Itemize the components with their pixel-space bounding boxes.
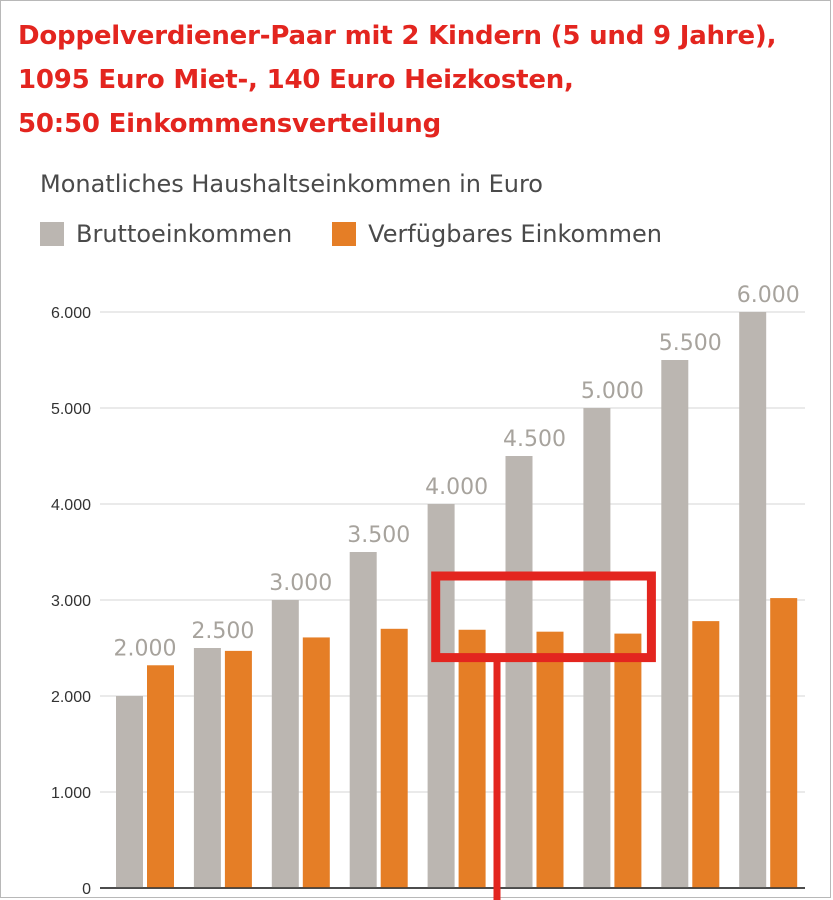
chart-title: Monatliches Haushaltseinkommen in Euro [40,170,543,198]
bar-brutto [349,552,377,888]
chart-legend: Bruttoeinkommen Verfügbares Einkommen [40,220,702,248]
bar-verfuegbar [536,631,564,888]
y-tick-label: 1.000 [51,785,91,802]
headline-line-3: 50:50 Einkommensverteilung [18,109,441,139]
y-tick-label: 5.000 [51,401,91,418]
data-label: 6.000 [737,283,800,308]
data-label: 2.500 [191,619,254,644]
y-tick-label: 2.000 [51,689,91,706]
bar-verfuegbar [224,650,252,888]
bar-brutto [505,456,533,888]
bar-brutto [193,648,221,888]
headline-line-2: 1095 Euro Miet-, 140 Euro Heizkosten, [18,65,574,95]
legend-label-brutto: Bruttoeinkommen [76,220,293,248]
bar-brutto [661,360,689,888]
bar-brutto [116,696,143,888]
bar-verfuegbar [692,621,720,888]
data-label: 3.500 [347,523,410,548]
highlight-box [431,571,656,663]
bar-verfuegbar [458,629,486,888]
bar-brutto [271,600,299,888]
legend-swatch-brutto [40,222,64,246]
bar-verfuegbar [302,637,330,888]
y-tick-label: 0 [82,881,91,898]
headline: Doppelverdiener-Paar mit 2 Kindern (5 un… [18,14,776,146]
data-label: 5.000 [581,379,644,404]
bar-brutto [427,504,455,888]
legend-item-verfuegbar: Verfügbares Einkommen [332,220,662,248]
bar-brutto [739,312,767,888]
y-tick-label: 3.000 [51,593,91,610]
bar-verfuegbar [147,665,174,888]
legend-item-brutto: Bruttoeinkommen [40,220,292,248]
data-label: 4.500 [503,427,566,452]
data-label: 3.000 [269,571,332,596]
headline-line-1: Doppelverdiener-Paar mit 2 Kindern (5 un… [18,21,777,51]
bar-verfuegbar [770,598,798,888]
legend-swatch-verfuegbar [332,222,357,246]
y-tick-label: 6.000 [51,305,91,322]
y-tick-label: 4.000 [51,497,91,514]
bar-verfuegbar [614,633,642,888]
bar-verfuegbar [380,628,408,888]
data-label: 4.000 [425,475,488,500]
data-label: 5.500 [659,331,722,356]
bar-brutto [583,408,611,888]
data-label: 2.000 [114,636,177,661]
legend-label-verfuegbar: Verfügbares Einkommen [368,220,662,248]
